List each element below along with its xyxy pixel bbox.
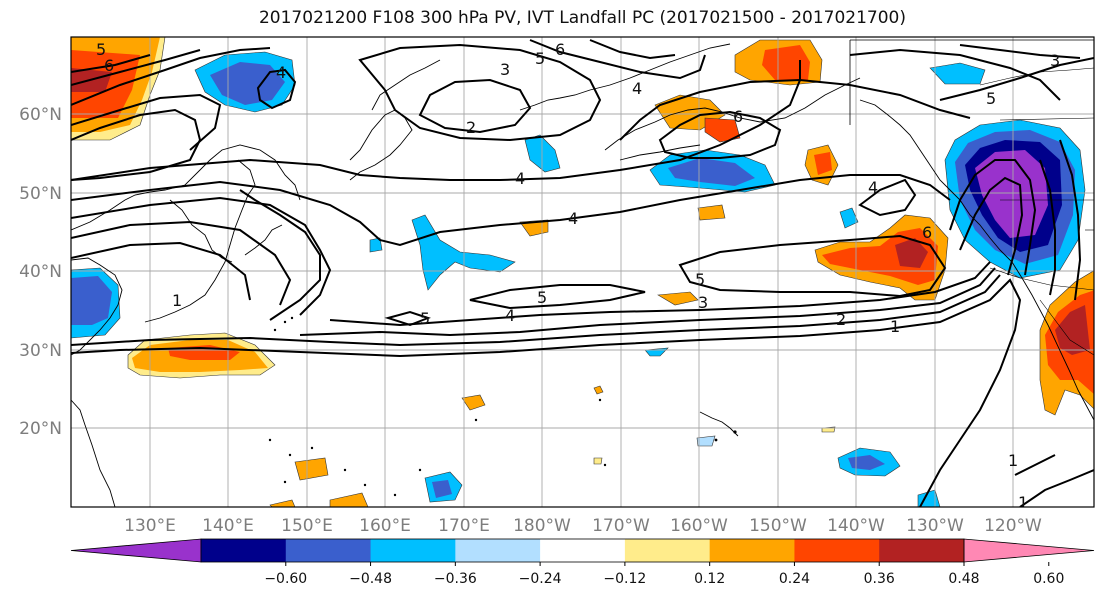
colorbar-extend-high bbox=[963, 538, 1095, 563]
contour-label: 6 bbox=[104, 56, 114, 75]
lon-label: 150°E bbox=[281, 516, 333, 536]
lon-label: 160°W bbox=[670, 516, 728, 536]
contour-label: 5 bbox=[535, 49, 545, 68]
contour-label: 5 bbox=[420, 309, 430, 328]
colorbar-tick-label: 0.48 bbox=[948, 571, 979, 587]
colorbar-swatch bbox=[201, 539, 287, 562]
lat-label: 30°N bbox=[19, 341, 62, 361]
lon-label: 170°W bbox=[592, 516, 650, 536]
contour-label: 1 bbox=[172, 291, 182, 310]
contour-label: 3 bbox=[1050, 51, 1060, 70]
contour-label: 4 bbox=[632, 79, 642, 98]
contour-label: 2 bbox=[836, 310, 846, 329]
latitude-labels: 60°N 50°N 40°N 30°N 20°N bbox=[19, 105, 62, 439]
colorbar-tick-label: −0.24 bbox=[519, 571, 562, 587]
contour-label: 6 bbox=[922, 223, 932, 242]
lon-label: 130°W bbox=[906, 516, 964, 536]
contour-label: 1 bbox=[890, 317, 900, 336]
colorbar-swatch bbox=[370, 539, 456, 562]
colorbar-swatch bbox=[540, 539, 626, 562]
colorbar-tick-label: −0.36 bbox=[434, 571, 477, 587]
lon-label: 130°E bbox=[124, 516, 176, 536]
lat-label: 20°N bbox=[19, 419, 62, 439]
colorbar-tick-label: −0.48 bbox=[349, 571, 392, 587]
lon-label: 150°W bbox=[749, 516, 807, 536]
coastlines bbox=[71, 39, 1094, 507]
lon-label: 140°E bbox=[202, 516, 254, 536]
colorbar-swatch bbox=[879, 539, 965, 562]
colorbar-swatch bbox=[455, 539, 541, 562]
colorbar-tick-label: 0.60 bbox=[1033, 571, 1064, 587]
colorbar-tick-label: 0.24 bbox=[779, 571, 810, 587]
islands bbox=[268, 316, 737, 497]
contour-label: 6 bbox=[555, 40, 565, 59]
contour-label: 1 bbox=[1008, 451, 1018, 470]
contour-label: 1 bbox=[1018, 493, 1028, 512]
contour-label: 5 bbox=[96, 40, 106, 59]
colorbar-extend-low bbox=[70, 538, 202, 563]
colorbar-swatch bbox=[709, 539, 795, 562]
contour-label: 4 bbox=[868, 178, 878, 197]
colorbar: −0.60 −0.48 −0.36 −0.24 −0.12 0.12 0.24 0.36 0.4… bbox=[70, 538, 1095, 587]
colorbar-tick-label: −0.12 bbox=[603, 571, 646, 587]
lat-label: 50°N bbox=[19, 184, 62, 204]
contour-label: 4 bbox=[276, 63, 286, 82]
contour-label: 4 bbox=[568, 209, 578, 228]
lat-label: 40°N bbox=[19, 262, 62, 282]
longitude-labels: 130°E 140°E 150°E 160°E 170°E 180°W 170°… bbox=[124, 516, 1042, 536]
lon-label: 120°W bbox=[984, 516, 1042, 536]
contour-label: 4 bbox=[505, 306, 515, 325]
contour-label: 5 bbox=[986, 89, 996, 108]
colorbar-tick-label: −0.60 bbox=[264, 571, 307, 587]
contour-label: 3 bbox=[500, 60, 510, 79]
colorbar-swatch bbox=[794, 539, 880, 562]
contour-label: 3 bbox=[698, 293, 708, 312]
lon-label: 160°E bbox=[359, 516, 411, 536]
contour-label-group: 5 6 4 3 2 6 5 4 1 4 5 4 5 3 2 1 5 6 4 3 … bbox=[96, 40, 1060, 512]
colorbar-outline bbox=[200, 538, 965, 563]
colorbar-tick-label: 0.12 bbox=[694, 571, 725, 587]
contour-label: 6 bbox=[733, 107, 743, 126]
contour-label: 5 bbox=[537, 288, 547, 307]
graticule bbox=[71, 37, 1094, 507]
pv-contours bbox=[71, 39, 1094, 507]
lon-label: 170°E bbox=[438, 516, 490, 536]
colorbar-tick-label: 0.36 bbox=[864, 571, 895, 587]
lat-label: 60°N bbox=[19, 105, 62, 125]
colorbar-swatch bbox=[285, 539, 372, 562]
contour-label: 4 bbox=[515, 169, 525, 188]
map-title: 2017021200 F108 300 hPa PV, IVT Landfall… bbox=[258, 8, 906, 28]
lon-label: 180°W bbox=[513, 516, 571, 536]
map-frame bbox=[70, 36, 1095, 508]
pv-anomaly-shading bbox=[71, 37, 1094, 507]
contour-label: 5 bbox=[695, 270, 705, 289]
colorbar-swatch bbox=[624, 539, 711, 562]
lon-label: 140°W bbox=[827, 516, 885, 536]
contour-label: 2 bbox=[466, 118, 476, 137]
